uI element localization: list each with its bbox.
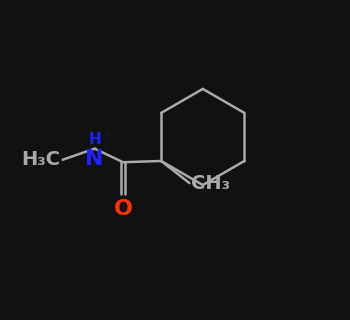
Text: O: O [113,199,133,219]
Text: N: N [85,149,104,169]
Text: H: H [88,132,101,148]
Text: CH₃: CH₃ [191,174,231,193]
Text: H₃C: H₃C [22,150,61,169]
